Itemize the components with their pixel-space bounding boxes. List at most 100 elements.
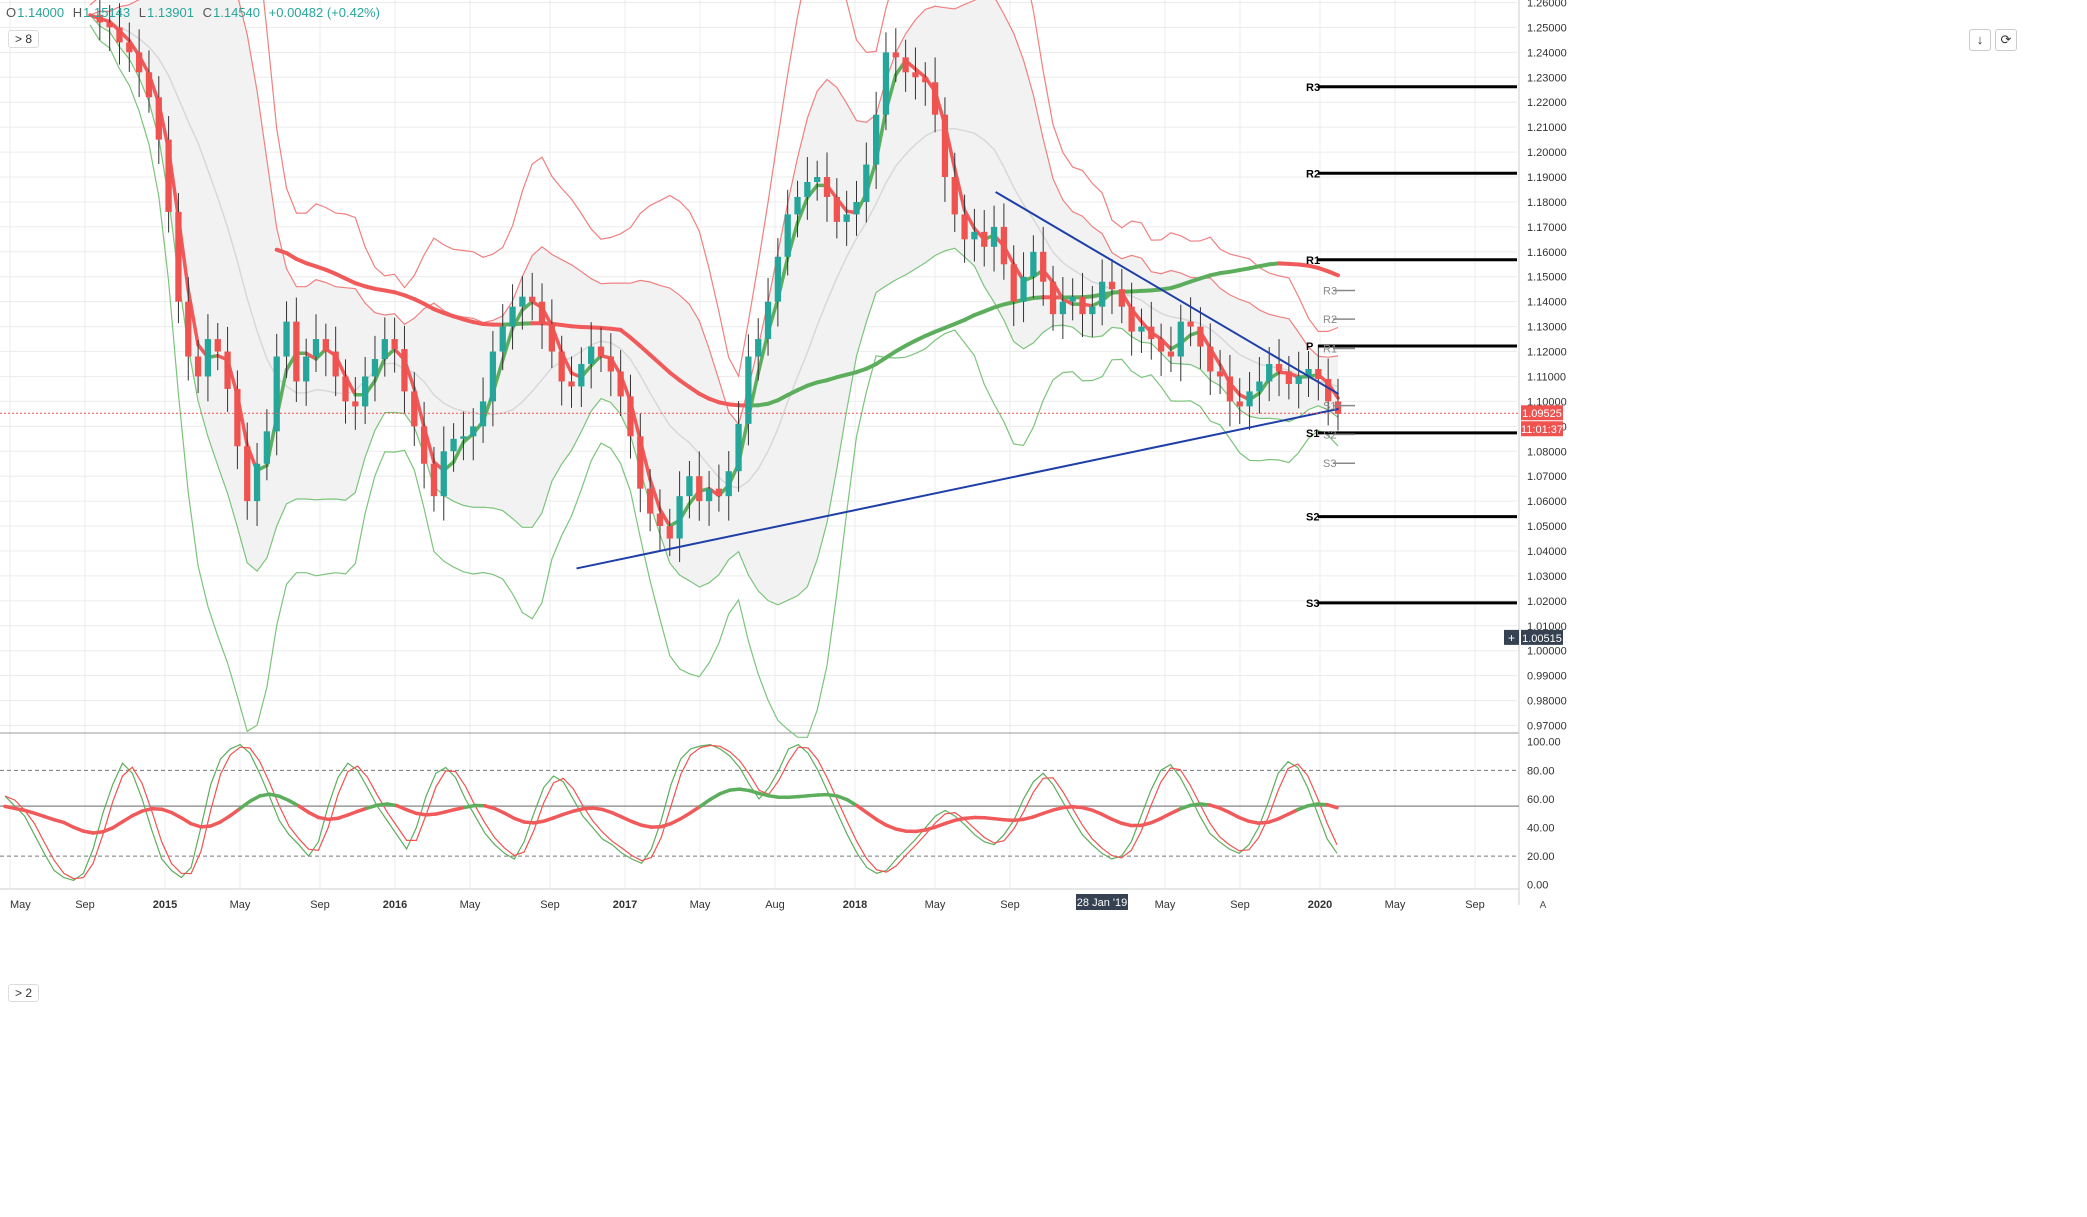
price-tick-label: 1.16000 — [1527, 247, 1567, 259]
candle-body — [1216, 371, 1224, 377]
candle-body — [322, 339, 329, 352]
square-icon[interactable]: ⟳ — [1995, 29, 2017, 51]
time-tick-label: 2018 — [843, 899, 867, 911]
price-tick-label: 1.17000 — [1527, 222, 1567, 234]
rsi-segment — [698, 797, 712, 809]
candle-body — [234, 388, 241, 447]
candle-body — [509, 306, 516, 327]
candle-body — [725, 471, 732, 497]
pivot-label-s2: S2 — [1306, 512, 1319, 524]
rsi-segment — [218, 813, 233, 824]
candle-body — [902, 57, 909, 73]
candle-body — [1325, 378, 1332, 402]
candle-body — [814, 177, 821, 183]
fast-ma-segment — [451, 440, 466, 464]
rsi-segment — [71, 825, 86, 833]
rsi-segment — [1237, 815, 1251, 824]
time-tick-label: May — [1155, 899, 1176, 911]
trendline-1 — [995, 191, 1340, 395]
axes: 1.26000 1.25000 1.24000 1.23000 1.22000 1.210… — [10, 0, 1567, 911]
candle-body — [116, 27, 123, 43]
price-tick-label: 1.23000 — [1527, 72, 1567, 84]
open-value: 1.14000 — [17, 5, 65, 20]
time-tick-label: May — [1385, 899, 1406, 911]
candle-body — [784, 214, 791, 257]
slow-ma-segment — [628, 335, 643, 349]
price-tick-label: 1.24000 — [1527, 47, 1567, 59]
fast-ma-segment — [500, 326, 515, 362]
candle-body — [568, 381, 575, 387]
osc-tick-label: 80.00 — [1527, 765, 1555, 777]
slow-ma-segment — [1326, 269, 1340, 278]
candle-body — [1177, 321, 1184, 357]
time-tick-label: Sep — [310, 899, 330, 911]
candle-body — [1128, 306, 1135, 332]
candle-body — [892, 52, 899, 58]
candle-body — [420, 426, 428, 464]
osc-tick-label: 100.00 — [1527, 737, 1561, 749]
candle-body — [696, 476, 703, 502]
price-tick-label: 1.07000 — [1527, 471, 1567, 483]
price-tick-label: 1.21000 — [1527, 122, 1567, 134]
pivot-levels: R3 R2 R1 P S1 S2 S3 R3 R2 R1 S1 S2 S3 — [0, 82, 1519, 610]
ohlc-readout: O1.14000 H1.15143 L1.13901 C1.14540 +0.0… — [6, 5, 380, 20]
candle-body — [853, 201, 860, 215]
osc-tick-label: 20.00 — [1527, 851, 1555, 863]
rsi-segment — [708, 792, 722, 802]
rsi-segment — [248, 794, 262, 804]
candle-body — [165, 139, 172, 212]
candle-body — [833, 196, 840, 222]
price-tick-label: 1.25000 — [1527, 22, 1567, 34]
price-tick-label: 1.01000 — [1527, 621, 1567, 633]
candle-body — [1207, 346, 1214, 372]
time-tick-label: 2020 — [1308, 899, 1332, 911]
auto-scale-toggle: A — [1540, 900, 1547, 911]
candle-body — [735, 423, 742, 472]
rsi-segment — [238, 799, 252, 811]
rsi-segment — [845, 797, 859, 808]
candle-body — [479, 401, 487, 427]
candle-body — [1275, 364, 1283, 372]
rsi-segment — [179, 816, 193, 826]
price-tick-label: 0.98000 — [1527, 696, 1567, 708]
price-tick-label: 1.19000 — [1527, 172, 1567, 184]
candle-body — [597, 346, 605, 357]
candle-body — [764, 301, 772, 340]
candle-body — [273, 356, 280, 432]
slow-ma-segment — [638, 344, 653, 357]
arrow-down-icon[interactable]: ↓ — [1969, 29, 1991, 51]
rsi-segment — [679, 810, 693, 821]
price-tick-label: 1.02000 — [1527, 596, 1567, 608]
price-indicators-toggle[interactable]: > 8 — [8, 30, 40, 48]
candle-body — [676, 496, 683, 539]
price-tick-label: 0.99000 — [1527, 671, 1567, 683]
fast-ma-segment — [795, 196, 810, 225]
recent-pivot-label: S1 — [1323, 401, 1336, 413]
price-tick-label: 1.26000 — [1527, 0, 1567, 9]
osc-tick-label: 40.00 — [1527, 823, 1555, 835]
candle-body — [283, 321, 290, 357]
last-price-badge-bg — [1521, 405, 1563, 421]
oscillator-indicators-toggle[interactable]: > 2 — [8, 984, 40, 1002]
fast-ma-segment — [953, 166, 967, 213]
candle-body — [646, 488, 654, 514]
candle-body — [1226, 376, 1234, 402]
candle-body — [1148, 326, 1155, 340]
price-tick-label: 0.97000 — [1527, 721, 1567, 733]
candle-body — [175, 211, 182, 302]
crosshair-price-badge: 1.00515 — [1522, 633, 1562, 645]
candle-body — [204, 339, 212, 377]
price-tick-label: 1.18000 — [1527, 197, 1567, 209]
rsi-segment — [492, 806, 507, 815]
candle-body — [194, 356, 202, 377]
slow-ma-segment — [648, 352, 662, 366]
trendlines[interactable] — [576, 191, 1340, 570]
pivot-label-s3: S3 — [1306, 598, 1319, 610]
rsi-segment — [1158, 811, 1173, 821]
slow-ma-segment — [677, 378, 692, 390]
candle-body — [1089, 306, 1096, 315]
time-tick-label: 2016 — [383, 899, 407, 911]
candle-body — [617, 371, 624, 397]
price-tick-label: 1.00000 — [1527, 646, 1567, 658]
